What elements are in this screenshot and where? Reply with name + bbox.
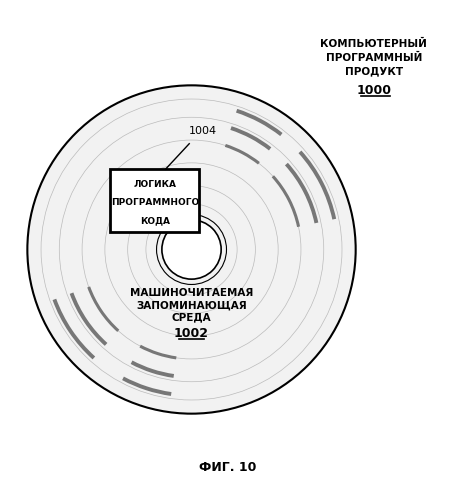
Text: 1002: 1002	[174, 327, 208, 340]
Circle shape	[162, 220, 221, 279]
Text: СРЕДА: СРЕДА	[172, 312, 211, 322]
Text: ПРОГРАММНЫЙ: ПРОГРАММНЫЙ	[325, 53, 421, 63]
FancyBboxPatch shape	[110, 169, 199, 232]
Text: 1004: 1004	[188, 126, 217, 136]
Circle shape	[27, 85, 355, 414]
Text: ЗАПОМИНАЮЩАЯ: ЗАПОМИНАЮЩАЯ	[136, 300, 246, 310]
Text: ЛОГИКА: ЛОГИКА	[133, 181, 176, 190]
Text: КОДА: КОДА	[140, 217, 169, 226]
Text: ПРОДУКТ: ПРОДУКТ	[344, 67, 402, 77]
Text: ФИГ. 10: ФИГ. 10	[199, 461, 256, 474]
Text: ПРОГРАММНОГО: ПРОГРАММНОГО	[111, 198, 198, 207]
Text: 1000: 1000	[356, 84, 390, 97]
Text: МАШИНОЧИТАЕМАЯ: МАШИНОЧИТАЕМАЯ	[130, 288, 253, 298]
Text: КОМПЬЮТЕРНЫЙ: КОМПЬЮТЕРНЫЙ	[320, 39, 426, 49]
